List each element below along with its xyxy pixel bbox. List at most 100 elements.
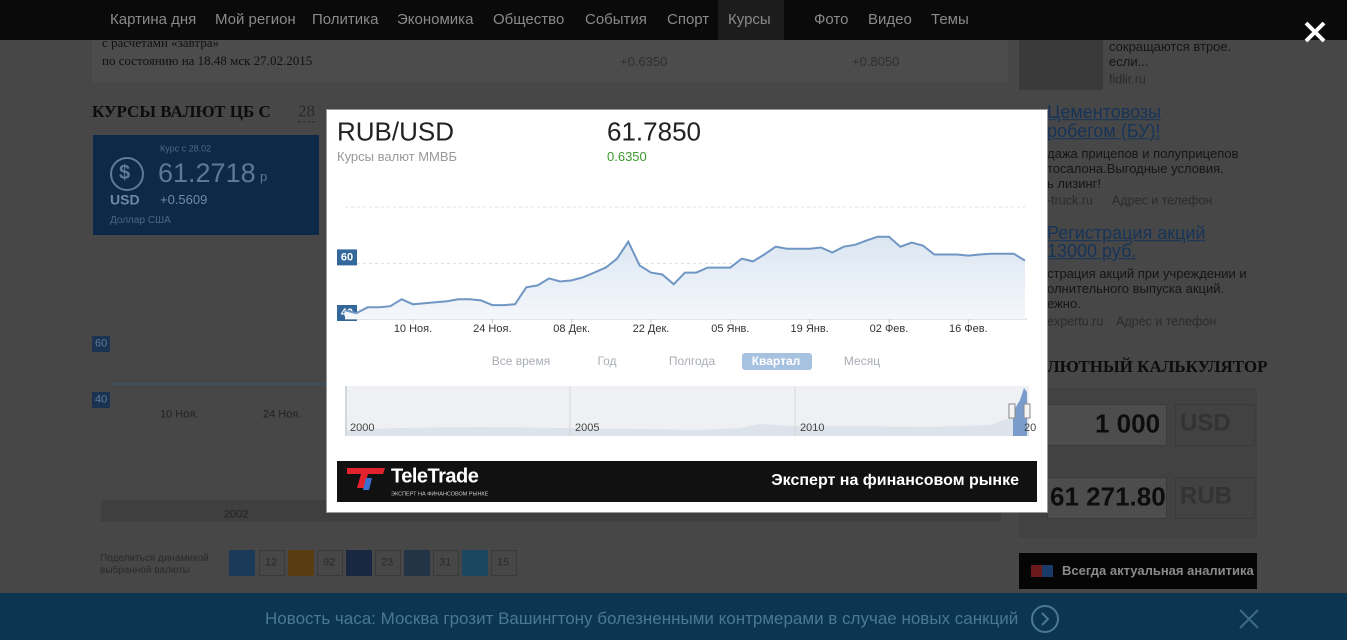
bg-tick: 60	[95, 337, 108, 350]
news-text[interactable]: Новость часа: Москва грозит Вашингтону б…	[265, 608, 1019, 628]
banner-brand: TeleTrade	[391, 465, 479, 487]
calc-to: RUB	[1180, 482, 1232, 510]
card-name: Доллар США	[110, 215, 171, 226]
bg-line	[110, 383, 327, 405]
range-active	[742, 353, 812, 370]
range-button[interactable]: Полгода	[669, 354, 716, 368]
navigator-selection	[1013, 388, 1027, 436]
share-count: 92	[323, 556, 336, 569]
share-count-box	[317, 550, 343, 576]
ad-contact[interactable]: Адрес и телефон	[1116, 314, 1217, 329]
nav-item[interactable]: Видео	[868, 11, 912, 28]
nav-item[interactable]: Картина дня	[110, 11, 197, 28]
heading-date[interactable]: 28	[298, 101, 315, 123]
navigator-year: 2005	[575, 422, 599, 434]
promo-logo	[1031, 565, 1053, 577]
nav-item[interactable]: Спорт	[667, 11, 710, 28]
promo-button[interactable]	[1019, 553, 1257, 589]
share-icon[interactable]	[404, 550, 430, 576]
share-count-box	[259, 550, 285, 576]
x-tick-label: 19 Янв.	[791, 323, 829, 335]
share-icon[interactable]	[288, 550, 314, 576]
ad-title[interactable]: 13000 руб.	[1047, 241, 1137, 262]
news-bar	[0, 593, 1347, 640]
modal-close[interactable]	[1303, 20, 1327, 44]
ad-title[interactable]: Регистрация акций	[1047, 223, 1206, 244]
ad-text: ь лизинг!	[1047, 176, 1101, 192]
section-heading: КУРСЫ ВАЛЮТ ЦБ С	[92, 101, 271, 121]
note: с расчетами «завтра»	[102, 35, 219, 51]
nav-item[interactable]: Экономика	[397, 11, 474, 28]
nav-item[interactable]: Мой регион	[215, 11, 296, 28]
calc-from: USD	[1180, 409, 1231, 437]
chart: Все время Год Полгода Квартал Месяц 2000 2005 2…	[337, 206, 1037, 502]
nav-item[interactable]: События	[585, 11, 647, 28]
card-change: +0.5609	[160, 192, 208, 208]
ad-site[interactable]: -truck.ru	[1047, 193, 1093, 208]
source: Курсы валют ММВБ	[337, 149, 458, 165]
x-tick-label: 22 Дек.	[633, 323, 670, 335]
share-icon[interactable]	[229, 550, 255, 576]
navigator-area	[347, 395, 1029, 436]
ad-text: олнительного выпуска акций.	[1047, 281, 1225, 297]
bg-tick-box	[92, 336, 110, 352]
bg-year: 2002	[224, 508, 249, 521]
promo-text: Всегда актуальная аналитика	[1062, 563, 1254, 579]
note: по состоянию на 18.48 мск 27.02.2015	[102, 53, 313, 69]
navigator-handle[interactable]	[1023, 403, 1031, 419]
share-count-box	[491, 550, 517, 576]
share-label: выбранной валюты	[100, 565, 190, 576]
x-tick-label: 08 Дек.	[553, 323, 590, 335]
ad-text: если...	[1109, 54, 1149, 70]
ad-text: дажа прицепов и полуприцепов	[1047, 146, 1239, 162]
range-button[interactable]: Квартал	[752, 354, 801, 368]
range-button[interactable]: Год	[597, 354, 616, 368]
nav-active	[718, 0, 784, 40]
news-arrow[interactable]	[1030, 604, 1060, 634]
plot: Все время Год Полгода Квартал Месяц 2000 2005 2…	[337, 206, 1037, 502]
banner[interactable]	[337, 461, 1037, 502]
nav-item[interactable]: Темы	[931, 11, 969, 28]
ad-title[interactable]: робегом (БУ)!	[1047, 121, 1161, 142]
x-tick-label: 02 Фев.	[870, 323, 909, 335]
ad-site[interactable]: fidlir.ru	[1109, 72, 1146, 87]
ad-image	[1019, 40, 1103, 90]
price-change: 0.6350	[607, 149, 647, 165]
ad-contact[interactable]: Адрес и телефон	[1112, 193, 1213, 208]
share-count: 12	[265, 556, 278, 569]
range-button[interactable]: Все время	[492, 354, 550, 368]
share-count-box	[375, 550, 401, 576]
calc-input[interactable]	[1047, 404, 1167, 446]
card-rate: 61.2718	[158, 157, 256, 188]
calc-amount: 1 000	[1095, 408, 1161, 439]
ad-title[interactable]: Цементовозы	[1047, 102, 1162, 123]
calc-select[interactable]	[1175, 404, 1255, 446]
share-icon[interactable]	[346, 550, 372, 576]
nav-bar	[0, 0, 1347, 40]
share-label: Поделиться динамикой	[100, 553, 209, 564]
range-button[interactable]: Месяц	[844, 354, 880, 368]
navigator-handle[interactable]	[1008, 403, 1016, 419]
calc-select[interactable]	[1175, 477, 1255, 519]
nav-item[interactable]: Фото	[814, 11, 849, 28]
ad-text: тосалона.Выгодные условия.	[1047, 161, 1224, 177]
nav-item[interactable]: Курсы	[728, 11, 771, 28]
share-icon[interactable]	[462, 550, 488, 576]
card-code: USD	[110, 191, 140, 208]
card-icon-ring	[110, 157, 144, 191]
share-count: 23	[381, 556, 394, 569]
x-tick-label: 10 Ноя.	[394, 323, 432, 335]
ad-site[interactable]: expertu.ru	[1047, 314, 1104, 329]
navigator-year: 2000	[350, 422, 374, 434]
line	[344, 235, 1026, 315]
change: +0.6350	[620, 54, 668, 70]
bg-tick-box	[92, 392, 110, 408]
card-icon: $	[119, 162, 131, 184]
nav-item[interactable]: Общество	[493, 11, 565, 28]
news-close[interactable]	[1238, 608, 1260, 630]
calc-output	[1047, 477, 1167, 519]
x-tick-label: 24 Ноя.	[473, 323, 511, 335]
nav-item[interactable]: Политика	[312, 11, 379, 28]
rates-strip	[92, 40, 1008, 82]
